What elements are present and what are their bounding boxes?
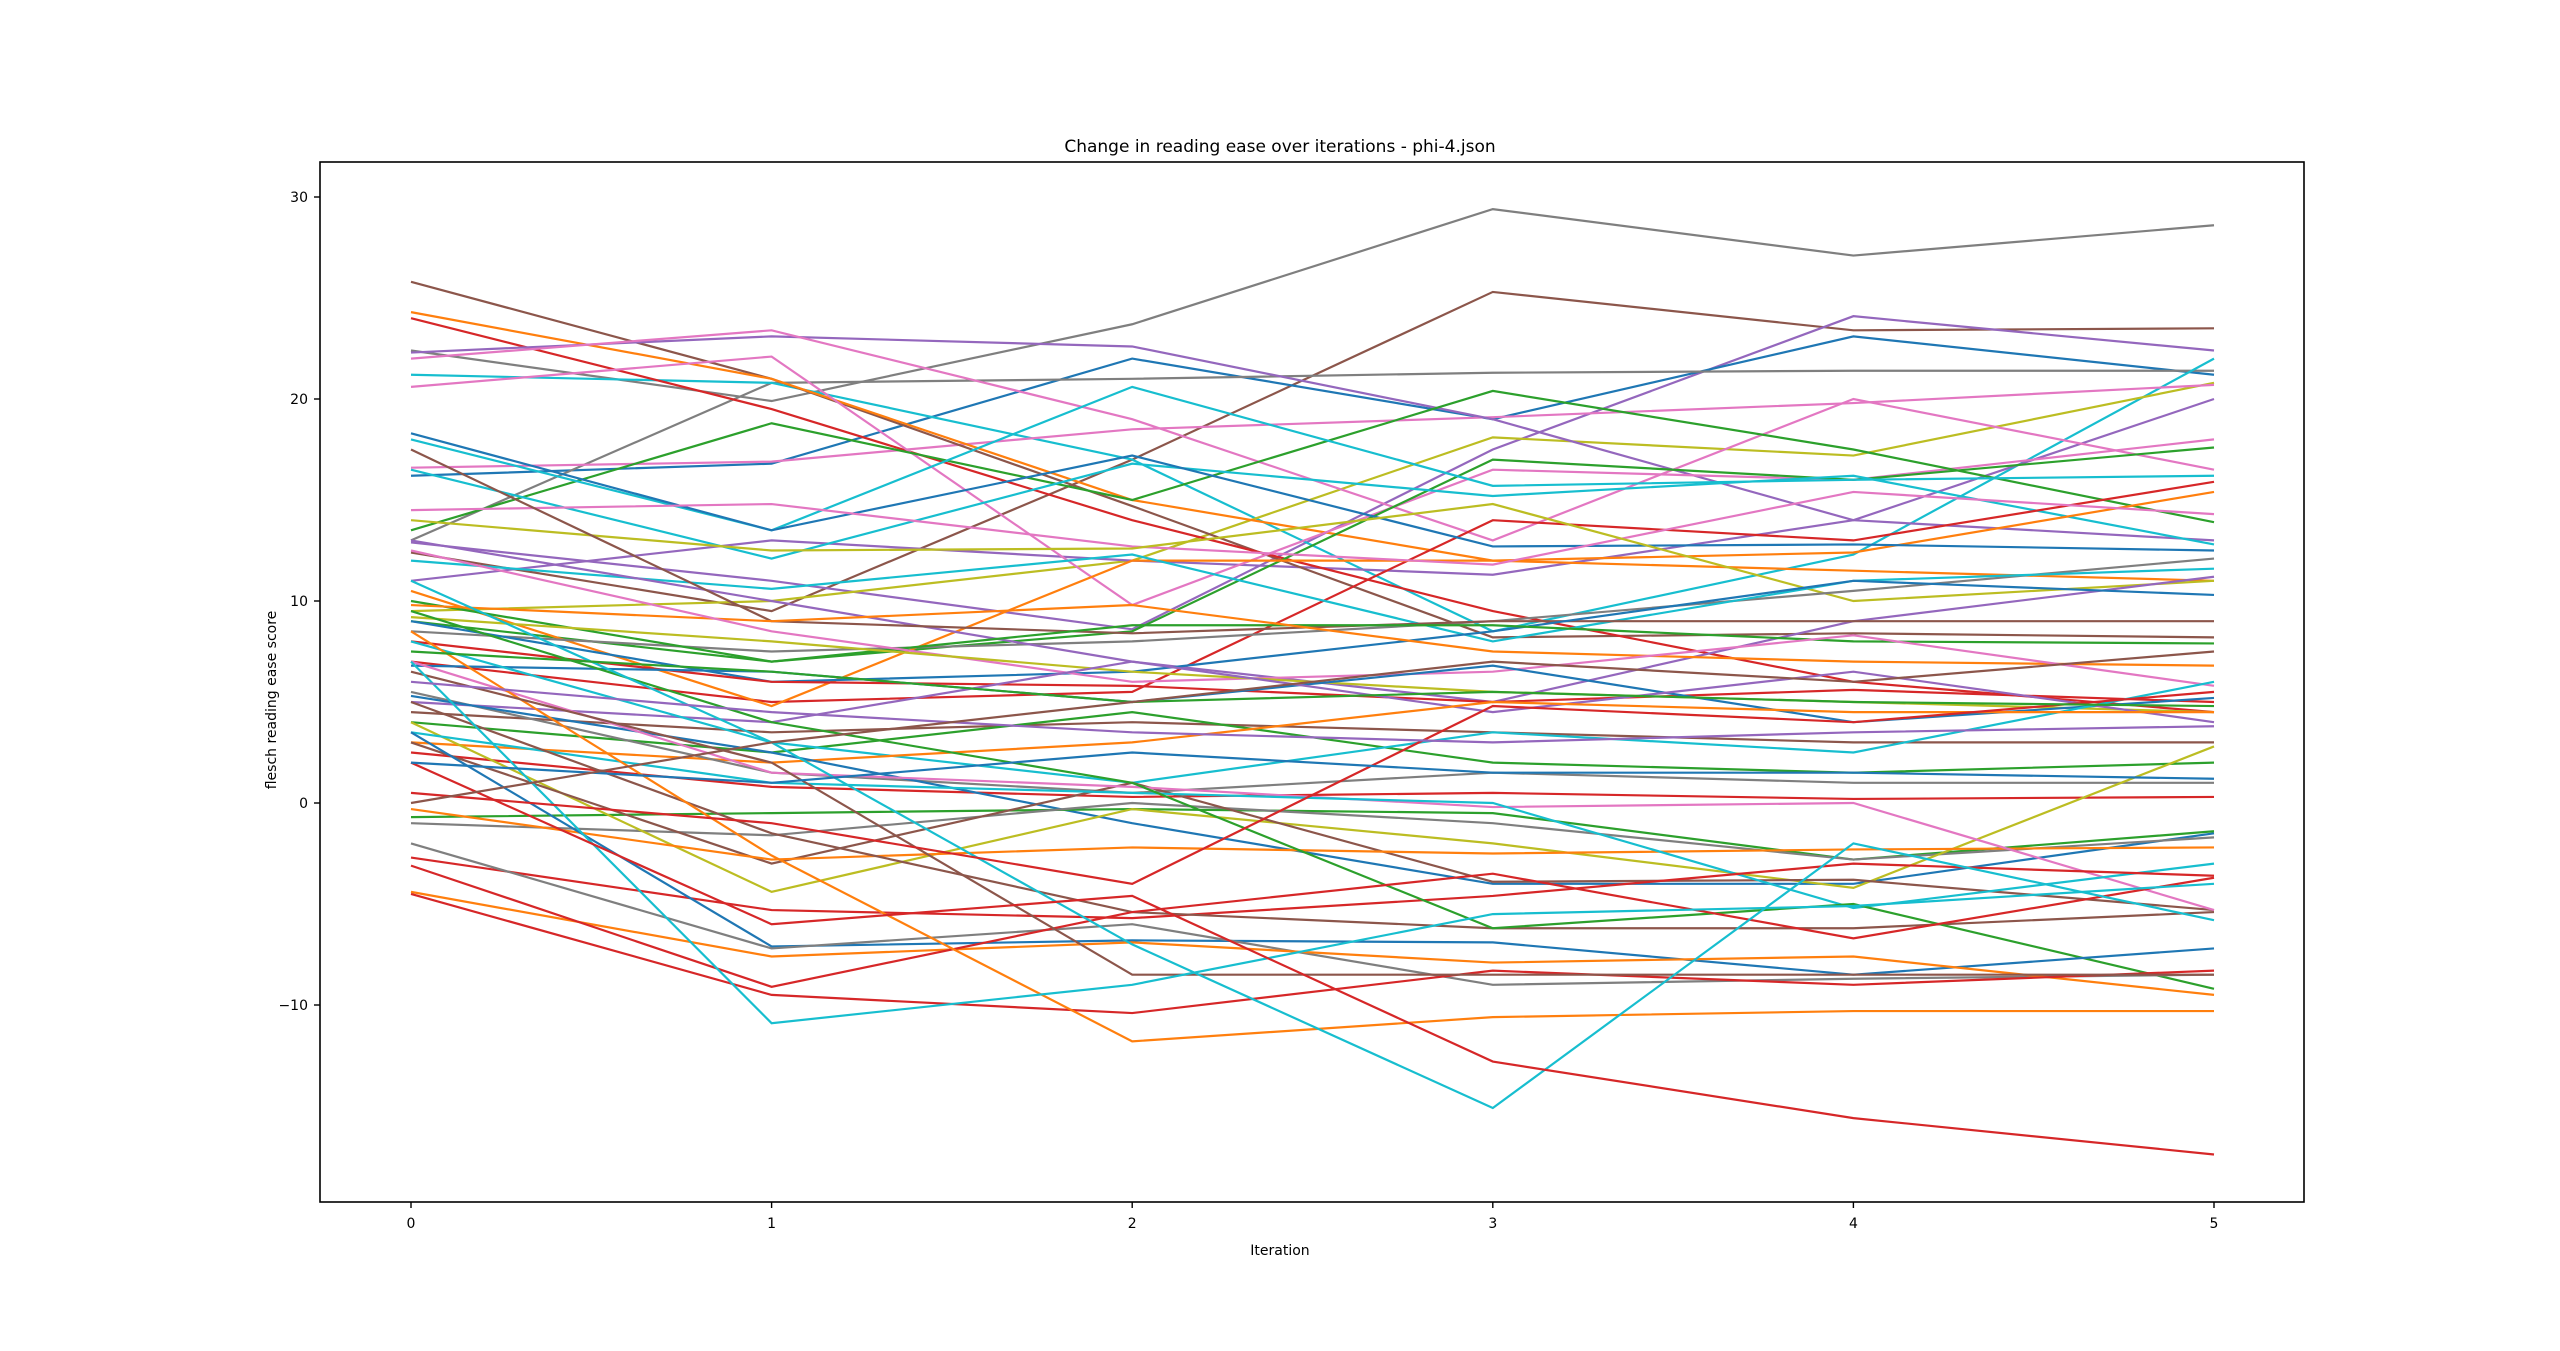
series-line bbox=[410, 680, 2215, 744]
y-tick-label: 20 bbox=[290, 392, 308, 408]
series-line bbox=[410, 311, 2215, 582]
series-line bbox=[410, 690, 2215, 885]
series-line bbox=[410, 389, 2215, 532]
x-axis-label: Iteration bbox=[1250, 1243, 1310, 1259]
series-line bbox=[410, 640, 2215, 704]
series-line bbox=[410, 207, 2215, 403]
series-line bbox=[410, 557, 2215, 653]
series-line bbox=[410, 731, 2215, 910]
series-line bbox=[410, 480, 2215, 704]
series-line bbox=[410, 317, 2215, 714]
y-tick-label: 0 bbox=[299, 796, 308, 812]
series-line bbox=[410, 741, 2215, 912]
series-line bbox=[410, 599, 2215, 663]
x-tick-label: 0 bbox=[407, 1216, 416, 1232]
series-line bbox=[410, 610, 2215, 990]
series-line bbox=[410, 369, 2214, 542]
series-line bbox=[410, 807, 2215, 861]
series-line bbox=[410, 856, 2215, 920]
series-line bbox=[410, 462, 2215, 560]
series-line bbox=[410, 502, 2215, 603]
y-tick-label: −10 bbox=[278, 998, 308, 1014]
y-tick-label: 30 bbox=[290, 190, 308, 206]
series-line bbox=[410, 842, 2215, 986]
series-line bbox=[410, 660, 2215, 724]
series-line bbox=[410, 355, 2215, 607]
series-line bbox=[410, 721, 2215, 894]
series-line bbox=[410, 690, 2214, 795]
chart-title: Change in reading ease over iterations -… bbox=[1064, 137, 1496, 157]
series-line bbox=[410, 385, 2215, 532]
series-line bbox=[410, 711, 2214, 744]
series-line bbox=[410, 864, 2215, 988]
series-line bbox=[410, 381, 2215, 613]
x-tick-label: 3 bbox=[1488, 1216, 1497, 1232]
series-line bbox=[410, 890, 2215, 996]
series-line bbox=[410, 892, 2215, 1015]
series-line bbox=[410, 660, 2215, 912]
series-line bbox=[410, 383, 2215, 469]
series-line bbox=[410, 731, 2215, 976]
series-line bbox=[410, 579, 2215, 1110]
series-line bbox=[410, 670, 2214, 976]
series-line bbox=[410, 315, 2215, 631]
x-tick-label: 5 bbox=[2210, 1216, 2219, 1232]
series-line bbox=[410, 751, 2215, 801]
series-line bbox=[410, 640, 2215, 784]
series-line bbox=[410, 397, 2215, 582]
x-tick-label: 4 bbox=[1849, 1216, 1858, 1232]
series-line bbox=[410, 650, 2215, 805]
series-line bbox=[410, 549, 2215, 687]
series-line bbox=[410, 553, 2215, 643]
series-line bbox=[410, 751, 2215, 784]
series-line bbox=[410, 694, 2215, 885]
series-line bbox=[410, 490, 2215, 566]
axes: 0 1 2 3 4 5 −10 0 10 20 30 bbox=[278, 161, 2305, 1232]
x-tick-label: 2 bbox=[1128, 1216, 1137, 1232]
series-line bbox=[410, 432, 2215, 552]
series-line bbox=[410, 446, 2215, 663]
y-tick-label: 10 bbox=[290, 594, 308, 610]
series-line bbox=[410, 700, 2215, 930]
series-line bbox=[410, 660, 2215, 1025]
series-lines bbox=[410, 207, 2215, 1156]
series-line bbox=[410, 335, 2215, 477]
series-line bbox=[410, 761, 2215, 1156]
plot-frame bbox=[319, 161, 2305, 1203]
x-tick-label: 1 bbox=[767, 1216, 776, 1232]
series-line bbox=[410, 490, 2215, 708]
series-line bbox=[410, 650, 2215, 708]
series-line bbox=[410, 335, 2215, 542]
